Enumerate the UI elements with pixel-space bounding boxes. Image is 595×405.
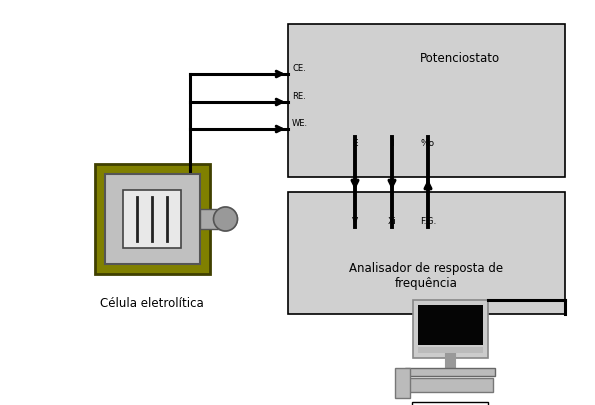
Text: F.G.: F.G.	[420, 217, 436, 226]
Text: CE.: CE.	[292, 64, 306, 73]
Bar	[95, 164, 209, 274]
Text: Analisador de resposta de
frequência: Analisador de resposta de frequência	[349, 261, 503, 289]
Text: %o: %o	[421, 138, 435, 147]
Bar	[418, 347, 483, 353]
Text: I: I	[391, 138, 393, 147]
Bar	[405, 368, 495, 376]
Bar	[418, 305, 483, 345]
Bar	[105, 175, 199, 264]
Text: Célula eletrolítica: Célula eletrolítica	[100, 296, 204, 309]
Text: WE.: WE.	[292, 119, 308, 128]
Text: Xi: Xi	[387, 217, 396, 226]
Text: Potenciostato: Potenciostato	[419, 52, 500, 65]
Bar	[412, 300, 487, 358]
Bar	[123, 190, 181, 248]
Bar	[288, 25, 565, 177]
Bar	[408, 378, 493, 392]
Circle shape	[214, 207, 237, 231]
Text: E: E	[352, 138, 358, 147]
Bar	[394, 368, 409, 398]
Bar	[199, 209, 221, 230]
Text: V: V	[352, 217, 358, 226]
Bar	[288, 192, 565, 314]
Text: RE.: RE.	[292, 92, 306, 101]
